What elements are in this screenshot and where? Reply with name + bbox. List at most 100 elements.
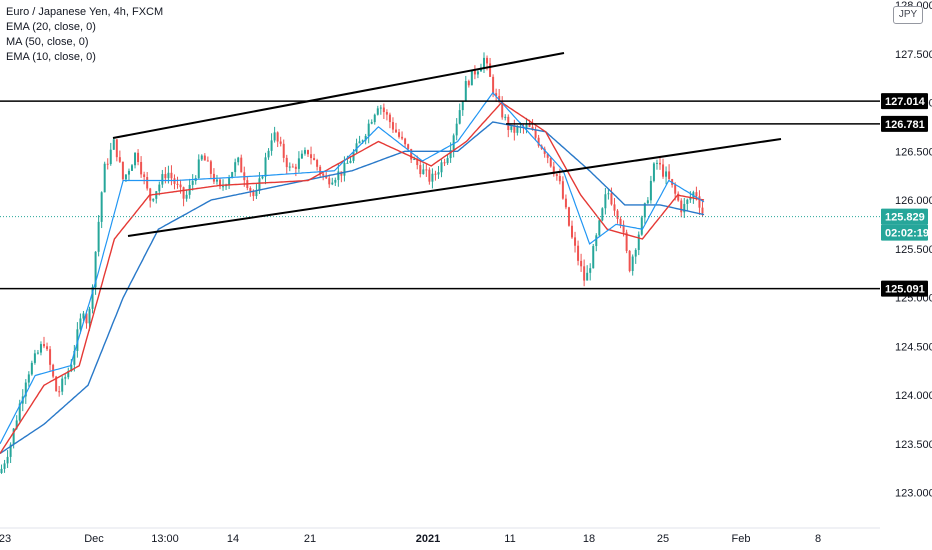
- candle: [385, 109, 388, 121]
- candle-body: [528, 124, 531, 127]
- candle-body: [212, 173, 215, 182]
- legend-ma50[interactable]: MA (50, close, 0): [6, 36, 89, 48]
- currency-button[interactable]: JPY: [893, 6, 923, 24]
- candle-body: [640, 217, 643, 235]
- candle: [437, 166, 440, 179]
- candle-body: [146, 177, 149, 189]
- candle: [27, 371, 30, 387]
- candle: [212, 168, 215, 184]
- candle: [146, 172, 149, 191]
- candle-body: [15, 420, 18, 429]
- legend-symbol-title[interactable]: Euro / Japanese Yen, 4h, FXCM: [6, 6, 164, 18]
- candle: [279, 136, 282, 147]
- candle-body: [106, 163, 109, 165]
- candle: [443, 158, 446, 167]
- candle-body: [118, 157, 121, 162]
- candle-body: [701, 207, 704, 214]
- candle: [282, 139, 285, 163]
- candle: [391, 117, 394, 133]
- candle: [401, 131, 404, 141]
- candle-body: [273, 132, 276, 141]
- candle-body: [43, 344, 45, 347]
- candle-body: [367, 123, 370, 136]
- candle: [583, 259, 586, 287]
- candle-body: [476, 71, 479, 75]
- price-tag-bg: [881, 280, 928, 297]
- candle-body: [492, 76, 495, 94]
- candle-body: [510, 126, 513, 130]
- ema10-line: [0, 91, 705, 445]
- candle-body: [134, 152, 137, 166]
- candle: [294, 163, 297, 177]
- candle-body: [534, 129, 537, 138]
- candle-body: [574, 237, 577, 246]
- candle: [103, 161, 106, 193]
- time-tick-label: 21: [304, 533, 316, 545]
- trendline-channel-lower[interactable]: [127, 138, 782, 237]
- candle-body: [637, 234, 640, 250]
- candle-body: [36, 352, 39, 354]
- candle-body: [643, 203, 646, 218]
- candle-body: [370, 122, 373, 124]
- candle: [307, 149, 309, 157]
- time-tick-label: 2021: [416, 533, 440, 545]
- candle: [662, 158, 665, 179]
- candle-body: [443, 162, 446, 164]
- candle-body: [179, 184, 182, 188]
- candle: [580, 253, 583, 272]
- price-tick-label: 124.000: [895, 390, 932, 402]
- candle-body: [555, 174, 558, 177]
- candle-body: [100, 192, 103, 222]
- candle: [109, 142, 112, 166]
- candle-body: [58, 391, 61, 393]
- price-axis[interactable]: 128.000127.500127.000126.500126.000125.5…: [880, 0, 932, 550]
- candle-body: [61, 378, 64, 392]
- price-tag-label: 126.781: [885, 119, 925, 131]
- candle-body: [668, 171, 671, 180]
- candle: [692, 190, 695, 204]
- candle-body: [288, 166, 291, 168]
- candle-body: [659, 162, 661, 165]
- candle-body: [558, 176, 561, 182]
- candle: [297, 151, 300, 173]
- candle: [546, 153, 549, 164]
- candle: [616, 209, 619, 224]
- candle-body: [619, 218, 622, 225]
- candle-body: [601, 208, 604, 221]
- candle-body: [395, 129, 397, 133]
- candle: [504, 114, 507, 121]
- legend-ema20[interactable]: EMA (20, close, 0): [6, 21, 96, 33]
- candle-body: [170, 172, 173, 179]
- candle: [127, 168, 130, 181]
- candle: [476, 69, 479, 79]
- candle-body: [115, 139, 118, 158]
- legend-ema10[interactable]: EMA (10, close, 0): [6, 51, 96, 63]
- candle: [483, 52, 485, 74]
- candle: [46, 342, 49, 352]
- candle: [334, 177, 337, 186]
- candle: [652, 162, 655, 183]
- candle-body: [158, 184, 161, 192]
- candle-body: [422, 169, 425, 175]
- trendline-channel-upper[interactable]: [112, 52, 565, 139]
- candle: [106, 158, 109, 170]
- candle: [237, 156, 240, 166]
- candle: [604, 187, 607, 215]
- candle-body: [419, 165, 422, 175]
- drawings-layer[interactable]: [0, 52, 880, 290]
- candle-body: [109, 149, 112, 165]
- time-tick-label: 25: [657, 533, 669, 545]
- candle: [367, 119, 370, 144]
- candle-body: [82, 313, 85, 319]
- candle-body: [674, 184, 677, 194]
- candle-body: [215, 179, 218, 182]
- time-axis[interactable]: 23 Dec 13:00 14 21 2021 11 18 25 Feb 8: [0, 527, 880, 550]
- candle: [452, 133, 455, 158]
- candle-body: [592, 246, 595, 269]
- candle: [97, 215, 100, 257]
- candle-body: [549, 157, 552, 167]
- price-tag-bg: [881, 208, 928, 225]
- price-tick-label: 126.500: [895, 146, 932, 158]
- candle: [419, 158, 422, 178]
